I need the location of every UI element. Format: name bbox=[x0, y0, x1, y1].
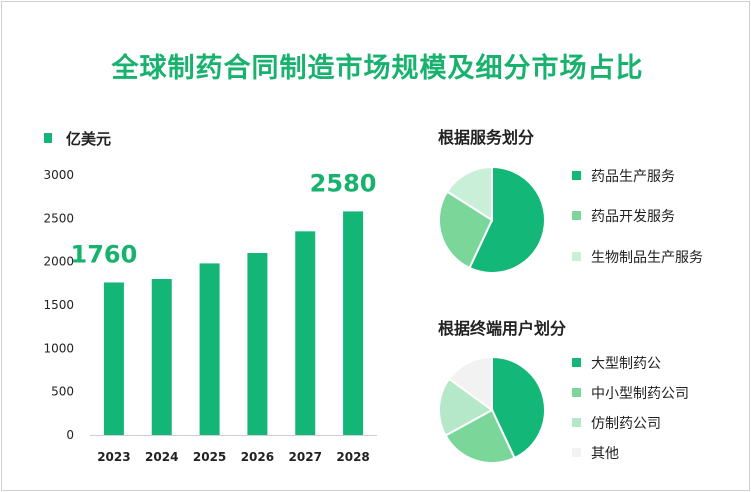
legend-swatch bbox=[572, 211, 581, 220]
legend-swatch bbox=[572, 388, 581, 397]
x-tick-label: 2025 bbox=[193, 450, 226, 464]
legend-label: 其他 bbox=[591, 446, 619, 462]
legend-swatch bbox=[572, 252, 581, 261]
bar bbox=[151, 279, 172, 435]
x-tick-label: 2026 bbox=[241, 450, 274, 464]
y-tick-label: 2500 bbox=[43, 211, 74, 225]
pie-slice bbox=[438, 377, 494, 437]
end-user-pie-chart bbox=[438, 355, 546, 464]
y-tick-label: 3000 bbox=[43, 168, 74, 182]
legend-label: 大型制药公 bbox=[591, 356, 661, 372]
legend-label: 生物制品生产服务 bbox=[591, 250, 703, 266]
legend-swatch bbox=[572, 418, 581, 427]
unit-legend-swatch bbox=[44, 133, 52, 143]
legend-swatch bbox=[572, 358, 581, 367]
x-tick-label: 2024 bbox=[145, 450, 178, 464]
x-tick-label: 2028 bbox=[336, 450, 369, 464]
data-label: 2580 bbox=[310, 169, 377, 197]
y-tick-label: 1000 bbox=[43, 341, 74, 355]
pie-slice bbox=[491, 355, 546, 460]
legend-swatch bbox=[572, 171, 581, 180]
unit-label: 亿美元 bbox=[66, 130, 112, 148]
legend-label: 仿制药公司 bbox=[591, 416, 661, 432]
bar bbox=[295, 231, 316, 435]
pie-slice bbox=[438, 190, 494, 270]
legend-label: 中小型制药公司 bbox=[591, 386, 689, 402]
pie-slice bbox=[444, 408, 516, 464]
bar bbox=[343, 211, 364, 435]
legend-label: 药品开发服务 bbox=[591, 209, 675, 225]
y-tick-label: 1500 bbox=[43, 298, 74, 312]
pie-slice bbox=[447, 355, 493, 412]
bar bbox=[247, 253, 268, 435]
service-pie-chart bbox=[438, 165, 546, 274]
legend-swatch bbox=[572, 448, 581, 457]
service-pie-title: 根据服务划分 bbox=[438, 128, 535, 147]
y-tick-label: 0 bbox=[66, 428, 74, 442]
bar bbox=[199, 263, 220, 435]
x-tick-label: 2023 bbox=[97, 450, 130, 464]
end-user-pie-title: 根据终端用户划分 bbox=[438, 319, 567, 338]
x-tick-label: 2027 bbox=[289, 450, 322, 464]
bar bbox=[103, 282, 124, 435]
pie-slice bbox=[445, 165, 493, 222]
pie-slice bbox=[468, 165, 546, 274]
data-label: 1760 bbox=[71, 240, 138, 268]
legend-label: 药品生产服务 bbox=[591, 169, 675, 185]
y-tick-label: 500 bbox=[51, 385, 74, 399]
page-title: 全球制药合同制造市场规模及细分市场占比 bbox=[111, 53, 644, 84]
y-tick-label: 2000 bbox=[43, 255, 74, 269]
